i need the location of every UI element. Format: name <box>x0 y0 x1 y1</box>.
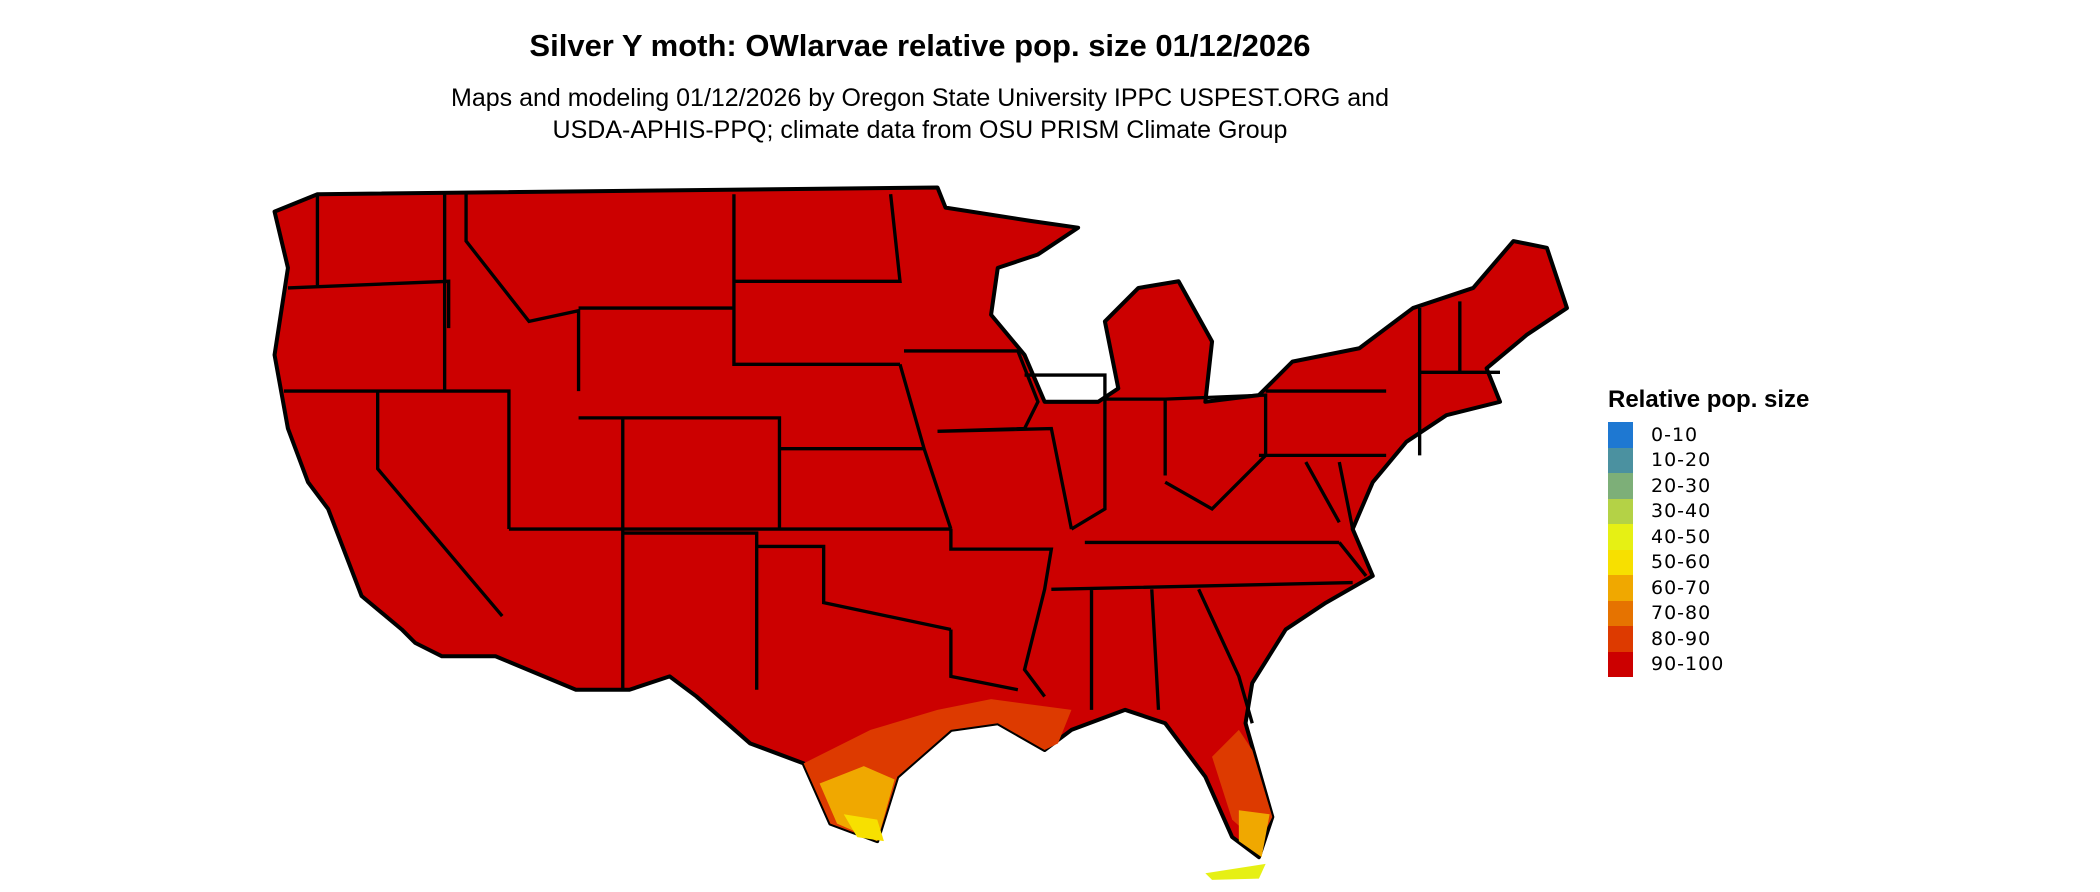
legend-label: 40-50 <box>1651 525 1712 548</box>
legend-label: 30-40 <box>1651 500 1712 523</box>
legend: Relative pop. size 0-10 10-20 20-30 30-40 40… <box>1608 386 1809 677</box>
legend-item: 10-20 <box>1608 447 1809 473</box>
legend-label: 60-70 <box>1651 576 1712 599</box>
legend-swatch <box>1608 473 1633 499</box>
legend-swatch <box>1608 422 1633 448</box>
us-outline-90-100 <box>272 185 1569 860</box>
state-borders <box>283 194 1500 724</box>
legend-swatch <box>1608 626 1633 652</box>
florida-keys-40-50 <box>1205 863 1266 880</box>
legend-item: 20-30 <box>1608 473 1809 499</box>
legend-label: 70-80 <box>1651 602 1712 625</box>
legend-item: 40-50 <box>1608 524 1809 550</box>
legend-item: 50-60 <box>1608 549 1809 575</box>
map-subtitle-line-2: USDA-APHIS-PPQ; climate data from OSU PR… <box>552 116 1288 144</box>
south-texas-tip-50-60 <box>843 814 884 842</box>
map-title: Silver Y moth: OWlarvae relative pop. si… <box>529 28 1311 63</box>
legend-label: 90-100 <box>1651 653 1725 676</box>
legend-swatch <box>1608 447 1633 473</box>
legend-label: 80-90 <box>1651 627 1712 650</box>
legend-item: 70-80 <box>1608 600 1809 626</box>
legend-item: 80-90 <box>1608 626 1809 652</box>
legend-title: Relative pop. size <box>1608 386 1810 413</box>
legend-label: 50-60 <box>1651 551 1712 574</box>
legend-swatch <box>1608 600 1633 626</box>
legend-swatch <box>1608 498 1633 524</box>
legend-item: 30-40 <box>1608 498 1809 524</box>
legend-item: 60-70 <box>1608 575 1809 601</box>
legend-swatch <box>1608 575 1633 601</box>
legend-swatch <box>1608 524 1633 550</box>
legend-item: 90-100 <box>1608 651 1809 677</box>
legend-item: 0-10 <box>1608 422 1809 448</box>
legend-swatch <box>1608 549 1633 575</box>
legend-label: 10-20 <box>1651 449 1712 472</box>
legend-swatch <box>1608 651 1633 677</box>
legend-label: 0-10 <box>1651 423 1699 446</box>
florida-tip-60-70 <box>1238 810 1270 858</box>
legend-label: 20-30 <box>1651 474 1712 497</box>
map-subtitle-line-1: Maps and modeling 01/12/2026 by Oregon S… <box>451 84 1389 112</box>
